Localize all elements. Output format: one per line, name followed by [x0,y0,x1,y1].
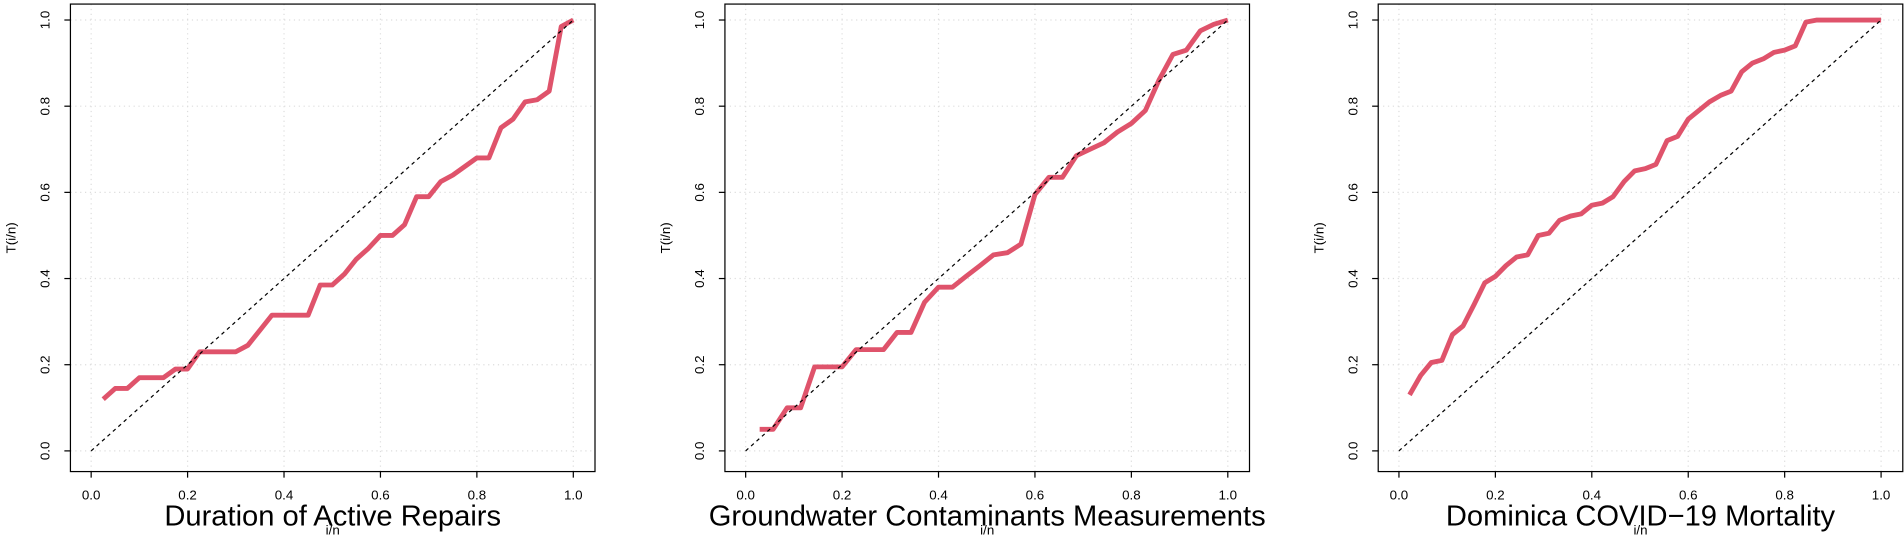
y-tick-label: 1.0 [692,11,707,30]
data-line [759,17,1229,432]
x-tick-label: 0.2 [178,487,197,502]
y-axis-label: T(i/n) [658,222,673,253]
x-tick-label: 1.0 [564,487,583,502]
y-tick-label: 0.2 [1345,355,1360,374]
chart-title: Duration of Active Repairs [164,500,501,532]
x-tick-label: 0.8 [1775,487,1794,502]
y-tick-label: 1.0 [38,11,53,30]
y-tick-label: 0.4 [692,269,707,288]
x-tick-label: 0.8 [1122,487,1141,502]
x-tick-label: 0.8 [468,487,487,502]
y-tick-label: 0.4 [1345,269,1360,288]
y-tick-label: 0.6 [1345,183,1360,202]
x-axis-label: i/n [1633,523,1647,538]
x-tick-label: 0.0 [82,487,101,502]
y-axis-label: T(i/n) [4,222,19,253]
x-tick-label: 0.4 [275,487,294,502]
chart-title: Groundwater Contaminants Measurements [709,500,1266,532]
x-axis-label: i/n [980,523,994,538]
x-axis-label: i/n [326,523,340,538]
y-axis-label: T(i/n) [1311,222,1326,253]
y-tick-label: 0.4 [38,269,53,288]
chart-title: Dominica COVID−19 Mortality [1446,500,1836,532]
x-tick-label: 0.6 [1026,487,1045,502]
y-tick-label: 0.0 [692,442,707,461]
y-tick-label: 0.8 [38,97,53,116]
plot-frame [69,3,596,473]
plot-frame [1377,3,1904,473]
data-line [101,17,575,401]
reference-line [745,19,1229,452]
y-tick-label: 0.8 [692,97,707,116]
y-tick-label: 0.2 [38,355,53,374]
data-line [1407,17,1882,397]
y-tick-label: 0.6 [38,183,53,202]
x-tick-label: 1.0 [1219,487,1238,502]
x-tick-label: 0.6 [371,487,390,502]
y-tick-label: 0.8 [1345,97,1360,116]
y-tick-label: 0.2 [692,355,707,374]
x-tick-label: 0.2 [1486,487,1505,502]
y-tick-label: 0.0 [1345,442,1360,461]
y-tick-label: 0.6 [692,183,707,202]
reference-line [90,19,574,452]
x-tick-label: 0.0 [1390,487,1409,502]
x-tick-label: 0.2 [833,487,852,502]
plot-frame [724,3,1251,473]
y-tick-label: 1.0 [1345,11,1360,30]
x-tick-label: 0.0 [736,487,755,502]
x-tick-label: 0.4 [929,487,948,502]
reference-line [1398,19,1882,452]
x-tick-label: 0.6 [1679,487,1698,502]
y-tick-label: 0.0 [38,442,53,461]
x-tick-label: 1.0 [1872,487,1891,502]
x-tick-label: 0.4 [1583,487,1602,502]
